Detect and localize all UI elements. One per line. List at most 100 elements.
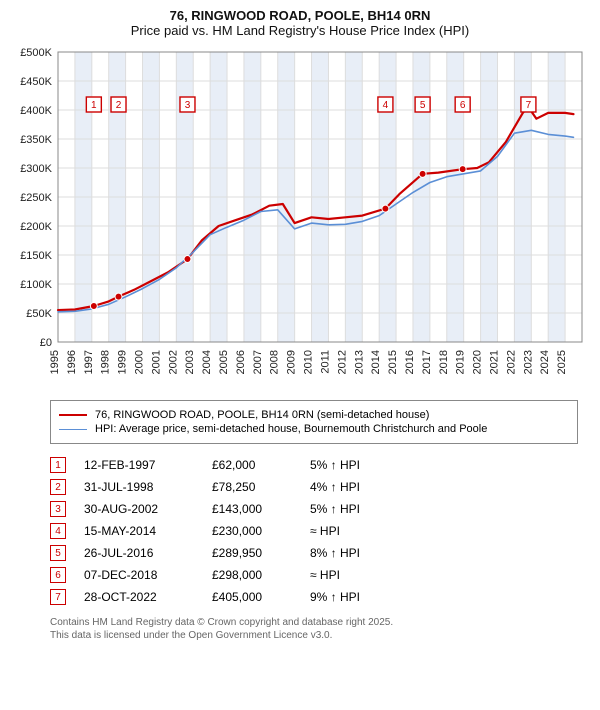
svg-text:2024: 2024	[539, 350, 551, 374]
svg-text:1995: 1995	[49, 350, 61, 374]
svg-text:2007: 2007	[252, 350, 264, 374]
sale-row: 3 30-AUG-2002 £143,000 5% ↑ HPI	[50, 498, 578, 520]
sale-diff: 5% ↑ HPI	[310, 458, 400, 472]
svg-text:2021: 2021	[488, 350, 500, 374]
sale-diff: 4% ↑ HPI	[310, 480, 400, 494]
svg-text:2025: 2025	[556, 350, 568, 374]
sale-date: 12-FEB-1997	[84, 458, 194, 472]
sale-date: 30-AUG-2002	[84, 502, 194, 516]
svg-text:2015: 2015	[387, 350, 399, 374]
svg-text:£100K: £100K	[20, 279, 52, 291]
svg-text:2011: 2011	[319, 350, 331, 374]
svg-text:2004: 2004	[201, 350, 213, 374]
svg-text:1998: 1998	[100, 350, 112, 374]
svg-text:£200K: £200K	[20, 221, 52, 233]
svg-text:2016: 2016	[404, 350, 416, 374]
svg-text:2002: 2002	[167, 350, 179, 374]
svg-text:2006: 2006	[235, 350, 247, 374]
legend-label: HPI: Average price, semi-detached house,…	[95, 423, 487, 435]
svg-text:£350K: £350K	[20, 134, 52, 146]
svg-text:4: 4	[383, 100, 389, 111]
price-chart: £0 £50K £100K £150K £200K £250K £300K £350K £400…	[10, 42, 590, 392]
svg-text:£250K: £250K	[20, 192, 52, 204]
svg-text:1996: 1996	[66, 350, 78, 374]
sale-date: 31-JUL-1998	[84, 480, 194, 494]
legend-swatch	[59, 414, 87, 416]
svg-text:2020: 2020	[472, 350, 484, 374]
legend-label: 76, RINGWOOD ROAD, POOLE, BH14 0RN (semi…	[95, 409, 429, 421]
sale-row: 1 12-FEB-1997 £62,000 5% ↑ HPI	[50, 454, 578, 476]
svg-text:2018: 2018	[438, 350, 450, 374]
sale-diff: 8% ↑ HPI	[310, 546, 400, 560]
sale-date: 15-MAY-2014	[84, 524, 194, 538]
svg-text:2003: 2003	[184, 350, 196, 374]
svg-text:2001: 2001	[150, 350, 162, 374]
sale-diff: ≈ HPI	[310, 524, 400, 538]
sale-price: £78,250	[212, 480, 292, 494]
svg-text:7: 7	[526, 100, 532, 111]
svg-text:2009: 2009	[286, 350, 298, 374]
svg-text:2013: 2013	[353, 350, 365, 374]
sale-marker: 1	[50, 457, 66, 473]
sale-diff: 5% ↑ HPI	[310, 502, 400, 516]
svg-text:£400K: £400K	[20, 105, 52, 117]
svg-text:£150K: £150K	[20, 250, 52, 262]
svg-text:5: 5	[420, 100, 426, 111]
legend-swatch	[59, 429, 87, 430]
svg-text:2000: 2000	[134, 350, 146, 374]
sale-price: £405,000	[212, 590, 292, 604]
sale-price: £298,000	[212, 568, 292, 582]
sale-diff: ≈ HPI	[310, 568, 400, 582]
svg-text:2: 2	[116, 100, 122, 111]
svg-text:2022: 2022	[505, 350, 517, 374]
sale-row: 6 07-DEC-2018 £298,000 ≈ HPI	[50, 564, 578, 586]
svg-text:£300K: £300K	[20, 163, 52, 175]
sale-date: 07-DEC-2018	[84, 568, 194, 582]
sale-price: £230,000	[212, 524, 292, 538]
svg-text:£500K: £500K	[20, 47, 52, 59]
title-line2: Price paid vs. HM Land Registry's House …	[10, 23, 590, 38]
sales-table: 1 12-FEB-1997 £62,000 5% ↑ HPI 2 31-JUL-1998 £…	[50, 454, 578, 608]
sale-marker: 4	[50, 523, 66, 539]
svg-text:£0: £0	[40, 337, 52, 349]
svg-text:£450K: £450K	[20, 76, 52, 88]
svg-text:2019: 2019	[455, 350, 467, 374]
svg-text:3: 3	[185, 100, 191, 111]
attribution-footer: Contains HM Land Registry data © Crown c…	[50, 616, 578, 642]
chart-svg: £0 £50K £100K £150K £200K £250K £300K £350K £400…	[10, 42, 590, 392]
sale-marker: 2	[50, 479, 66, 495]
sale-price: £62,000	[212, 458, 292, 472]
sale-marker: 7	[50, 589, 66, 605]
svg-text:6: 6	[460, 100, 466, 111]
svg-text:1999: 1999	[117, 350, 129, 374]
svg-text:2023: 2023	[522, 350, 534, 374]
sale-price: £143,000	[212, 502, 292, 516]
footer-line1: Contains HM Land Registry data © Crown c…	[50, 616, 578, 629]
chart-title: 76, RINGWOOD ROAD, POOLE, BH14 0RN Price…	[10, 8, 590, 38]
sale-date: 28-OCT-2022	[84, 590, 194, 604]
sale-row: 2 31-JUL-1998 £78,250 4% ↑ HPI	[50, 476, 578, 498]
svg-text:1997: 1997	[83, 350, 95, 374]
svg-text:2012: 2012	[336, 350, 348, 374]
sale-row: 4 15-MAY-2014 £230,000 ≈ HPI	[50, 520, 578, 542]
svg-text:£50K: £50K	[26, 308, 52, 320]
svg-text:2008: 2008	[269, 350, 281, 374]
legend-item: HPI: Average price, semi-detached house,…	[59, 423, 569, 435]
svg-text:2010: 2010	[303, 350, 315, 374]
footer-line2: This data is licensed under the Open Gov…	[50, 629, 578, 642]
sale-date: 26-JUL-2016	[84, 546, 194, 560]
sale-marker: 6	[50, 567, 66, 583]
sale-price: £289,950	[212, 546, 292, 560]
svg-text:1: 1	[91, 100, 97, 111]
legend: 76, RINGWOOD ROAD, POOLE, BH14 0RN (semi…	[50, 400, 578, 444]
sale-marker: 3	[50, 501, 66, 517]
title-line1: 76, RINGWOOD ROAD, POOLE, BH14 0RN	[10, 8, 590, 23]
sale-row: 5 26-JUL-2016 £289,950 8% ↑ HPI	[50, 542, 578, 564]
legend-item: 76, RINGWOOD ROAD, POOLE, BH14 0RN (semi…	[59, 409, 569, 421]
sale-row: 7 28-OCT-2022 £405,000 9% ↑ HPI	[50, 586, 578, 608]
svg-text:2005: 2005	[218, 350, 230, 374]
sale-diff: 9% ↑ HPI	[310, 590, 400, 604]
svg-text:2017: 2017	[421, 350, 433, 374]
svg-text:2014: 2014	[370, 350, 382, 374]
sale-marker: 5	[50, 545, 66, 561]
